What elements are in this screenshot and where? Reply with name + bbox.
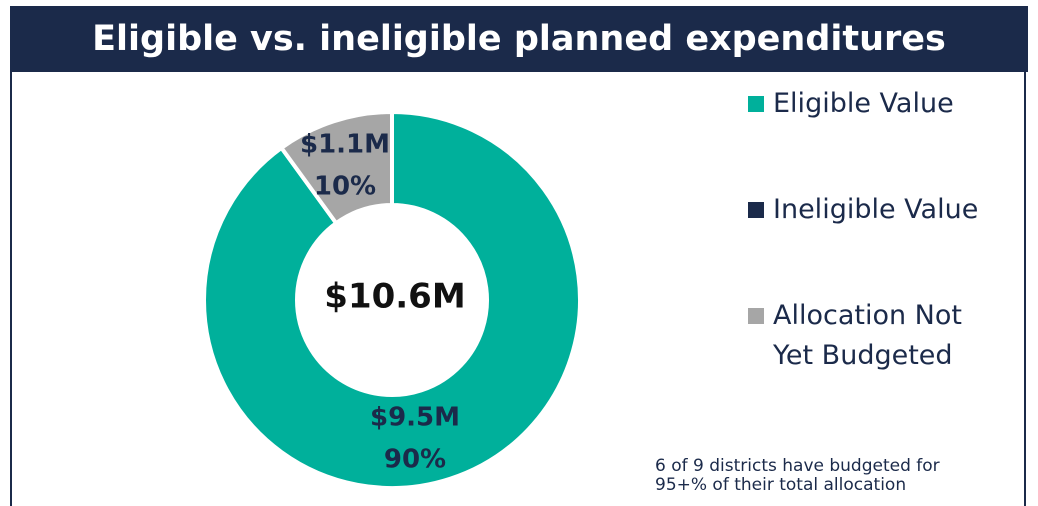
legend-swatch	[748, 308, 764, 324]
legend-label: Ineligible Value	[773, 194, 979, 225]
legend-label: Eligible Value	[773, 88, 954, 119]
center-label: $10.6M	[324, 277, 465, 317]
amount-label: $1.1M	[300, 130, 390, 160]
legend-label: Allocation Not Yet Budgeted	[773, 300, 962, 371]
legend-swatch	[748, 202, 764, 218]
donut-slice	[202, 109, 582, 490]
legend-item: Eligible Value	[748, 84, 1008, 124]
legend-item: Allocation Not Yet Budgeted	[748, 296, 1008, 376]
amount-label: $9.5M	[370, 403, 460, 433]
legend-item: Ineligible Value	[748, 190, 1008, 230]
legend-swatch	[748, 96, 764, 112]
annotation: 6 of 9 districts have budgeted for 95+% …	[655, 456, 940, 495]
value-label: 90%	[384, 445, 446, 475]
frame	[10, 72, 1026, 506]
chart-title: Eligible vs. ineligible planned expendit…	[10, 6, 1028, 72]
value-label: 10%	[314, 172, 376, 202]
donut-slice	[278, 109, 394, 226]
